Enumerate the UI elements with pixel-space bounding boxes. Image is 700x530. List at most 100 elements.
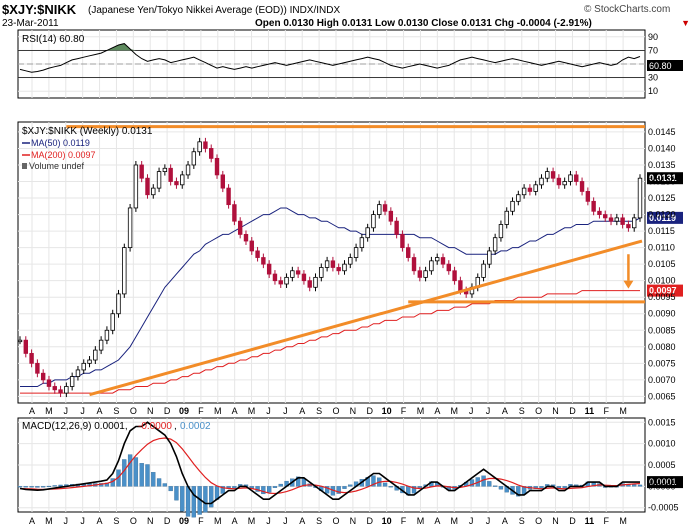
x-tick-label: F [401, 406, 407, 416]
candle-body [342, 263, 347, 272]
candle-body [237, 220, 243, 235]
candle-body [168, 167, 173, 182]
x-tick-label-bottom: N [350, 516, 357, 526]
candle-body [29, 353, 34, 364]
candle-body [324, 260, 330, 268]
candle-body [400, 233, 405, 249]
macd-histogram-bar [371, 475, 376, 487]
candle-body [585, 191, 591, 202]
macd-histogram-bar [516, 486, 521, 497]
candle-body [591, 200, 596, 212]
x-tick-label-bottom: A [29, 516, 35, 526]
candle-body [162, 167, 168, 172]
candle-body [58, 389, 63, 394]
price-tick-label: 0.0065 [648, 391, 676, 401]
macd-tick-label: 0.0000 [648, 481, 676, 491]
x-tick-label: O [535, 406, 542, 416]
x-tick-label-bottom: D [164, 516, 171, 526]
volume-legend-swatch [22, 163, 27, 169]
ma200-line [20, 290, 640, 394]
macd-histogram-bar [539, 486, 544, 489]
last-close-text: 0.0131 [649, 173, 677, 183]
x-tick-label-bottom: M [248, 516, 256, 526]
candle-body [284, 276, 289, 285]
x-tick-label-bottom: J [80, 516, 85, 526]
macd-histogram-bar [487, 481, 492, 487]
x-tick-label: O [130, 406, 137, 416]
candle-body [197, 141, 202, 153]
x-tick-label: J [64, 406, 69, 416]
candle-body [336, 267, 341, 272]
price-tick-label: 0.0130 [648, 177, 676, 187]
uptrend-line [89, 239, 643, 397]
ma50-value-text: 0.0119 [649, 213, 676, 223]
price-tick-label: 0.0120 [648, 210, 676, 220]
x-tick-label-bottom: 09 [179, 516, 189, 526]
macd-histogram-bar [382, 482, 388, 487]
candle-body [556, 177, 562, 186]
macd-histogram-bar [41, 486, 46, 488]
x-tick-label-bottom: J [64, 516, 69, 526]
candle-body [98, 339, 104, 351]
macd-histogram-bar [232, 486, 237, 489]
candle-body [550, 171, 556, 179]
x-tick-label-bottom: D [367, 516, 374, 526]
candle-body [209, 148, 214, 159]
candle-body [562, 181, 567, 186]
macd-histogram-bar [637, 484, 643, 487]
volume-legend: Volume undef [29, 161, 85, 171]
price-tick-label: 0.0075 [648, 358, 676, 368]
candle-body [539, 177, 544, 186]
macd-histogram-bar [23, 486, 28, 488]
x-tick-label-bottom: F [603, 516, 609, 526]
macd-histogram-bar [632, 484, 637, 487]
candle-body [145, 177, 150, 196]
candle-body [614, 217, 620, 222]
symbol: $XJY:$NIKK [2, 2, 77, 17]
macd-layer: 0.0001 [17, 421, 683, 518]
x-tick-label: A [299, 406, 305, 416]
x-tick-label: A [232, 406, 238, 416]
candle-body [527, 187, 533, 192]
candle-body [348, 257, 353, 265]
macd-label-prefix: MACD(12,26,9) 0.0001, [22, 421, 128, 432]
macd-histogram-bar [562, 486, 567, 489]
rsi-value-text: 60.80 [649, 61, 672, 71]
candle-body [220, 174, 226, 189]
macd-label-sep: , [174, 421, 177, 432]
candle-body [191, 151, 197, 166]
macd-histogram-bar [220, 486, 225, 494]
candle-body [371, 214, 376, 229]
macd-histogram-bar [272, 486, 278, 488]
candle-body [214, 157, 220, 176]
candle-body [307, 280, 312, 288]
x-tick-label-bottom: M [619, 516, 627, 526]
x-tick-label-bottom: M [45, 516, 53, 526]
x-tick-label: A [502, 406, 508, 416]
candle-body [353, 247, 359, 258]
price-tick-label: 0.0115 [648, 226, 675, 236]
candle-body [133, 164, 139, 209]
candle-body [110, 313, 115, 331]
x-tick-label: N [350, 406, 357, 416]
candle-body [203, 141, 208, 149]
price-tick-label: 0.0135 [648, 160, 676, 170]
macd-histogram-bar [17, 486, 23, 488]
macd-histogram-bar [58, 484, 63, 487]
x-tick-label: F [603, 406, 609, 416]
candle-body [377, 204, 382, 215]
macd-label-signal: -0.0000 [138, 421, 172, 432]
candle-body [151, 187, 156, 196]
candle-body [574, 174, 579, 182]
price-panel [17, 121, 646, 404]
x-tick-label: J [283, 406, 288, 416]
candle-body [17, 339, 23, 343]
macd-histogram-bar [162, 483, 168, 487]
x-tick-label: D [367, 406, 374, 416]
macd-histogram-bar [133, 457, 139, 487]
candle-body [434, 257, 440, 262]
x-tick-label: A [434, 406, 440, 416]
down-arrow-icon [623, 280, 634, 289]
x-tick-label-bottom: M [214, 516, 222, 526]
price-tick-label: 0.0100 [648, 276, 676, 286]
